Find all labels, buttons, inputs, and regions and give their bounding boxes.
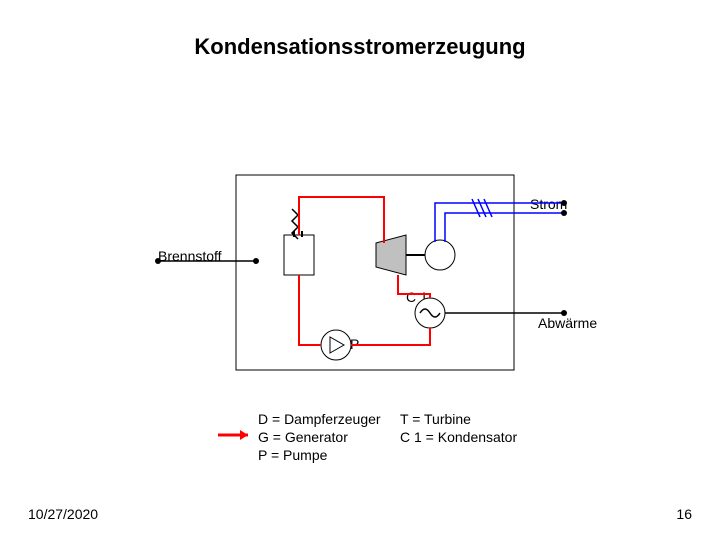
diagram-canvas <box>0 0 720 540</box>
